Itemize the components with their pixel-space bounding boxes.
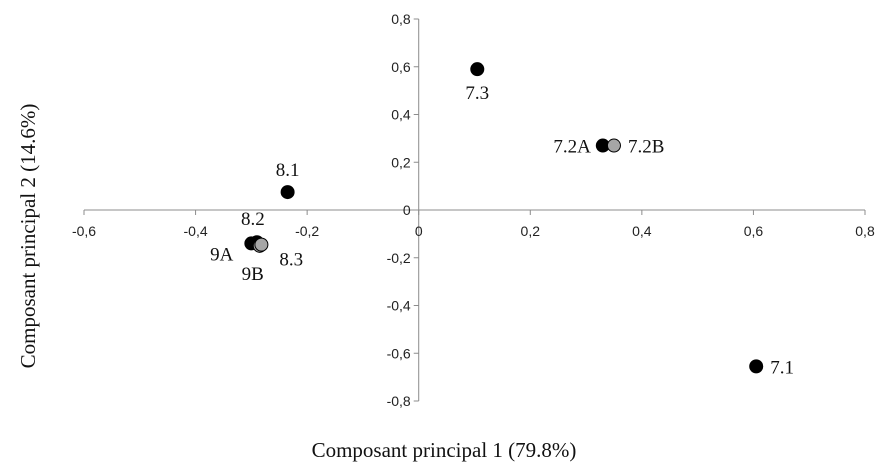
data-point [749, 359, 764, 374]
point-label: 7.3 [465, 83, 489, 104]
data-point [254, 237, 269, 252]
y-tick-label: -0,2 [387, 250, 411, 266]
point-label: 8.2 [241, 209, 265, 230]
point-label: 9B [242, 264, 264, 285]
data-point [606, 138, 621, 153]
y-tick-label: 0,4 [391, 107, 411, 123]
y-tick-label: 0 [403, 202, 411, 218]
y-tick-label: -0,4 [387, 298, 411, 314]
point-label: 9A [210, 244, 234, 265]
y-tick-label: 0,2 [391, 154, 411, 170]
point-labels: 7.3 7.2A 7.2B 8.1 8.2 9A 9B 8.3 7.1 [210, 83, 794, 378]
point-label: 8.3 [279, 250, 303, 271]
x-tick-label: -0,6 [72, 223, 96, 239]
point-label: 7.2A [553, 137, 591, 158]
axes [83, 18, 866, 402]
x-tick-label: 0,4 [632, 223, 652, 239]
point-label: 8.1 [276, 160, 300, 181]
y-tick-label: 0,6 [391, 59, 411, 75]
x-tick-label: -0,2 [295, 223, 319, 239]
x-tick-label: 0 [415, 223, 423, 239]
x-tick-label: 0,6 [744, 223, 764, 239]
point-label: 7.2B [628, 137, 664, 158]
x-tick-label: 0,2 [521, 223, 541, 239]
x-axis-title: Composant principal 1 (79.8%) [312, 438, 577, 462]
data-point [280, 185, 295, 200]
y-axis-title: Composant principal 2 (14.6%) [16, 104, 40, 369]
y-tick-label: 0,8 [391, 11, 411, 27]
data-point [470, 62, 485, 77]
point-label: 7.1 [770, 357, 794, 378]
x-tick-label: 0,8 [855, 223, 875, 239]
tick-labels: -0,6 -0,4 -0,2 0 0,2 0,4 0,6 0,80,80,60,40,20-0… [72, 11, 875, 409]
y-tick-label: -0,6 [387, 345, 411, 361]
y-tick-label: -0,8 [387, 393, 411, 409]
x-tick-label: -0,4 [184, 223, 208, 239]
data-points [244, 62, 764, 374]
